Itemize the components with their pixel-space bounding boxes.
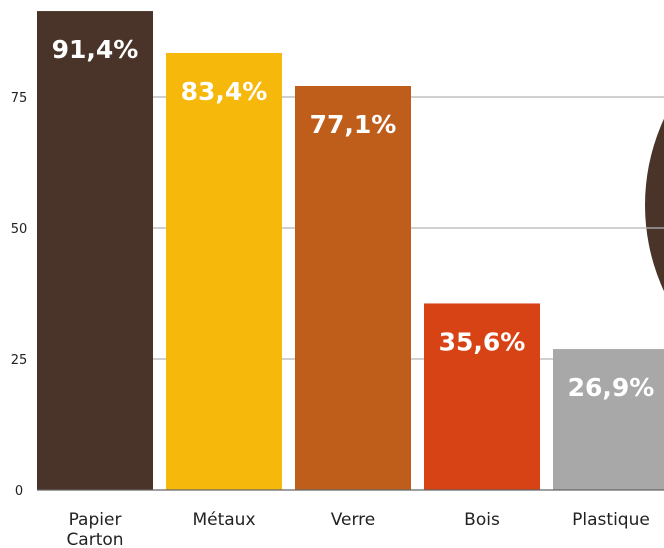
bar: [553, 349, 664, 490]
data-label: 91,4%: [52, 35, 139, 64]
y-tick-label: 0: [15, 484, 23, 499]
x-tick-label: Carton: [66, 530, 123, 548]
bar: [166, 52, 282, 490]
y-tick-label: 25: [11, 353, 28, 368]
bars: 91,4% 83,4% 77,1% 35,6% 26,9%: [37, 11, 664, 491]
x-tick-label: Papier: [69, 510, 122, 530]
y-tick-label: 50: [11, 222, 28, 237]
decorative-circle: [645, 118, 664, 292]
y-axis-ticks: 0 25 50 75: [11, 91, 28, 499]
x-tick-label: Verre: [331, 510, 376, 530]
x-tick-label: Bois: [464, 510, 500, 530]
data-label: 35,6%: [439, 327, 526, 356]
data-label: 26,9%: [568, 373, 655, 402]
x-tick-label: Plastique: [572, 510, 650, 530]
data-label: 83,4%: [181, 77, 268, 106]
y-tick-label: 75: [11, 91, 28, 106]
x-tick-label: Métaux: [192, 510, 255, 530]
bar: [424, 303, 540, 490]
bar: [295, 85, 411, 490]
data-label: 77,1%: [310, 110, 397, 139]
bar: [37, 11, 153, 491]
